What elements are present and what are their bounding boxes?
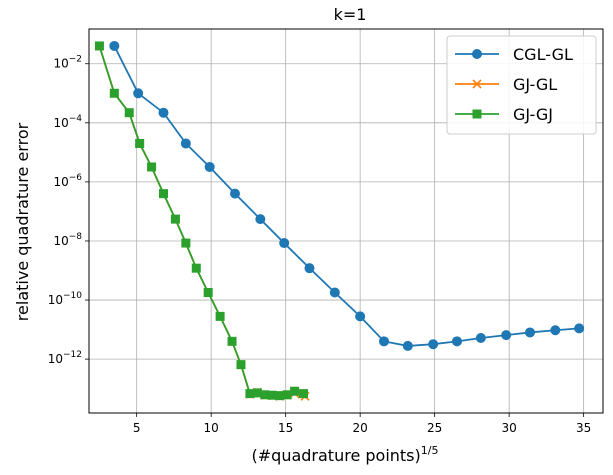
x-axis-label-superscript: 1/5 — [421, 444, 439, 457]
data-point — [227, 336, 237, 346]
legend-item: GJ-GJ — [455, 105, 553, 124]
y-tick-label: 10−2 — [53, 55, 82, 71]
x-tick-label: 35 — [576, 421, 591, 435]
data-point — [279, 238, 290, 249]
y-tick-label: 10−8 — [53, 232, 82, 248]
legend-marker — [472, 49, 482, 59]
data-point — [428, 339, 439, 350]
x-tick-label: 30 — [501, 421, 516, 435]
data-point — [203, 288, 213, 298]
data-point — [245, 389, 255, 399]
data-point — [181, 238, 191, 248]
data-point — [378, 336, 389, 347]
data-point — [204, 161, 215, 172]
x-axis: 5 10 15 20 25 30 35 — [133, 413, 591, 435]
y-axis: 10−12 10−10 10−8 10−6 10−4 10−2 — [48, 55, 89, 366]
data-point — [275, 391, 285, 401]
data-point — [475, 332, 486, 343]
legend-marker — [472, 79, 482, 89]
legend-item: CGL-GL — [455, 45, 573, 64]
series-gj-gj — [94, 41, 309, 401]
data-point — [501, 330, 512, 341]
data-point — [402, 340, 413, 351]
chart-title: k=1 — [334, 5, 367, 24]
grid — [89, 29, 603, 413]
legend-label: GJ-GL — [513, 75, 557, 94]
data-point — [158, 189, 168, 199]
series-layer — [94, 40, 585, 401]
data-point — [158, 107, 169, 118]
data-point — [94, 41, 104, 51]
data-point — [124, 108, 134, 118]
y-tick-label: 10−12 — [48, 350, 82, 366]
data-point — [191, 263, 201, 273]
data-point — [135, 138, 145, 148]
y-tick-label: 10−6 — [53, 173, 82, 189]
x-axis-label: (#quadrature points)1/5 — [252, 444, 439, 465]
data-point — [260, 390, 270, 400]
series-cgl-gl — [109, 40, 585, 351]
data-point — [282, 390, 292, 400]
y-tick-label: 10−10 — [48, 291, 83, 307]
data-point — [252, 388, 262, 398]
plot-frame — [88, 28, 604, 414]
data-point — [255, 214, 266, 225]
x-axis-label-main: (#quadrature points) — [252, 446, 421, 465]
data-point — [133, 88, 144, 99]
legend: CGL-GL GJ-GL GJ-GJ — [446, 35, 597, 135]
data-point — [170, 214, 180, 224]
data-point — [180, 138, 191, 149]
data-point — [109, 40, 120, 51]
legend-label: CGL-GL — [513, 45, 573, 64]
data-point — [329, 287, 340, 298]
y-axis-label: relative quadrature error — [13, 122, 32, 321]
data-point — [215, 311, 225, 321]
data-point — [574, 323, 585, 334]
data-point — [304, 263, 315, 274]
data-point — [550, 325, 561, 336]
x-tick-label: 15 — [278, 421, 293, 435]
legend-box — [446, 35, 597, 135]
data-point — [267, 390, 277, 400]
x-tick-label: 10 — [204, 421, 219, 435]
legend-marker — [472, 109, 482, 119]
x-tick-label: 20 — [353, 421, 368, 435]
data-point — [230, 188, 241, 199]
data-point — [451, 336, 462, 347]
y-tick-label: 10−4 — [53, 114, 82, 130]
data-point — [524, 327, 535, 338]
data-point — [290, 386, 300, 396]
x-tick-label: 25 — [427, 421, 442, 435]
data-point — [109, 88, 119, 98]
data-point — [236, 360, 246, 370]
x-tick-label: 5 — [133, 421, 141, 435]
data-point — [299, 389, 309, 399]
legend-item: GJ-GL — [455, 75, 557, 94]
legend-label: GJ-GJ — [513, 105, 553, 124]
data-point — [147, 162, 157, 172]
data-point — [355, 311, 366, 322]
